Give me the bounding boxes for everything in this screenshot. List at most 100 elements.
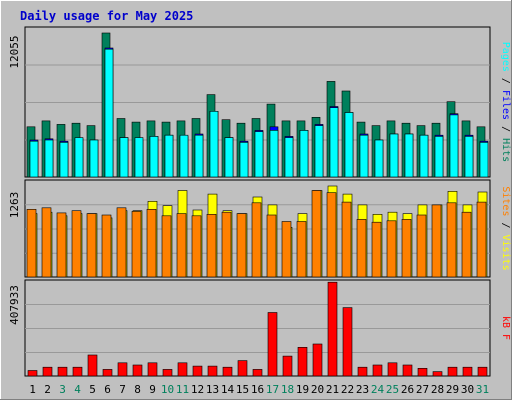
x-tick-label: 17: [266, 383, 279, 396]
bar-sites-day-21: [326, 192, 337, 278]
bar-pages-day-3: [59, 142, 69, 178]
bar-pages-day-7: [119, 137, 129, 178]
bar-kb-f-day-15: [237, 360, 248, 377]
x-tick-label: 18: [281, 383, 294, 396]
bar-kb-f-day-18: [282, 355, 293, 377]
bar-kb-f-day-12: [192, 365, 203, 377]
legend-entry: Files: [500, 90, 511, 120]
legend-entry: /: [500, 120, 511, 138]
bar-pages-day-10: [164, 134, 174, 178]
legend-entry: /: [500, 72, 511, 90]
x-tick-label: 1: [29, 383, 36, 396]
bar-sites-day-17: [266, 214, 277, 278]
bar-sites-day-20: [311, 190, 322, 278]
x-tick-label: 9: [149, 383, 156, 396]
bar-sites-day-16: [251, 202, 262, 278]
legend-top: Pages / Files / Hits: [500, 42, 511, 162]
bar-sites-day-5: [86, 213, 97, 278]
y-max-label: 407933: [8, 285, 21, 325]
bars-bottom: [27, 281, 488, 377]
x-tick-label: 22: [341, 383, 354, 396]
bar-sites-day-10: [161, 215, 172, 278]
bar-kb-f-day-1: [27, 370, 38, 377]
bar-kb-f-day-7: [117, 362, 128, 377]
x-tick-label: 5: [89, 383, 96, 396]
bar-sites-day-23: [356, 219, 367, 278]
bar-kb-f-day-3: [57, 366, 68, 377]
bar-pages-day-4: [74, 137, 84, 178]
bar-pages-day-12: [194, 134, 204, 178]
x-tick-label: 28: [431, 383, 444, 396]
bar-kb-f-day-29: [447, 366, 458, 377]
bar-sites-day-24: [371, 221, 382, 278]
bar-kb-f-day-10: [162, 369, 173, 377]
x-tick-label: 31: [476, 383, 489, 396]
bar-pages-day-25: [389, 133, 399, 178]
x-tick-label: 6: [104, 383, 111, 396]
x-tick-label: 23: [356, 383, 369, 396]
legend-entry: Hits: [500, 138, 511, 162]
x-tick-label: 21: [326, 383, 339, 396]
bar-pages-day-1: [29, 140, 39, 178]
bar-sites-day-3: [56, 212, 67, 278]
bar-pages-day-27: [419, 134, 429, 178]
bar-pages-day-28: [434, 136, 444, 178]
bar-pages-day-2: [44, 139, 54, 178]
x-tick-label: 13: [206, 383, 219, 396]
bar-sites-day-9: [146, 209, 157, 278]
y-max-label: 1263: [8, 192, 21, 219]
y-max-label: 12055: [8, 35, 21, 68]
bar-pages-day-11: [179, 134, 189, 178]
panel-middle: 1263 Sites / Visits: [8, 179, 511, 278]
x-tick-label: 24: [371, 383, 385, 396]
x-tick-label: 8: [134, 383, 141, 396]
bar-kb-f-day-20: [312, 343, 323, 377]
legend-entry: Visits: [500, 235, 511, 271]
bar-kb-f-day-5: [87, 354, 98, 377]
bar-sites-day-14: [221, 211, 232, 278]
legend-entry: kB F: [500, 316, 511, 340]
legend-entry: Sites: [500, 186, 511, 216]
bar-pages-day-19: [299, 130, 309, 178]
bar-kb-f-day-11: [177, 362, 188, 377]
bar-pages-day-18: [284, 137, 294, 178]
bar-kb-f-day-9: [147, 362, 158, 377]
bar-kb-f-day-22: [342, 307, 353, 377]
bar-kb-f-day-6: [102, 369, 113, 377]
legend-entry: Pages: [500, 42, 511, 72]
chart-panels: 12055 Pages / Files / Hits 1263 Sites / Vis…: [8, 26, 511, 377]
bar-pages-day-8: [134, 137, 144, 178]
x-tick-label: 29: [446, 383, 459, 396]
bar-kb-f-day-13: [207, 365, 218, 377]
x-tick-label: 26: [401, 383, 414, 396]
bar-pages-day-21: [329, 107, 339, 178]
bar-pages-day-14: [224, 137, 234, 178]
x-tick-label: 14: [221, 383, 235, 396]
x-tick-label: 3: [59, 383, 66, 396]
bar-sites-day-1: [26, 209, 37, 278]
bar-pages-day-22: [344, 112, 354, 178]
bar-sites-day-25: [386, 220, 397, 278]
bar-kb-f-day-26: [402, 364, 413, 377]
bar-kb-f-day-30: [462, 366, 473, 377]
bar-sites-day-8: [131, 211, 142, 278]
bar-sites-day-15: [236, 213, 247, 278]
x-tick-label: 11: [176, 383, 189, 396]
bar-pages-day-29: [449, 114, 459, 178]
bar-sites-day-30: [461, 211, 472, 278]
bar-kb-f-day-8: [132, 364, 143, 377]
bar-pages-day-20: [314, 125, 324, 178]
bar-kb-f-day-16: [252, 369, 263, 377]
bar-kb-f-day-28: [432, 371, 443, 377]
bar-kb-f-day-19: [297, 346, 308, 377]
bar-pages-day-31: [479, 142, 489, 178]
x-tick-label: 30: [461, 383, 474, 396]
bar-pages-day-30: [464, 136, 474, 178]
bar-kb-f-day-2: [42, 366, 53, 377]
x-tick-label: 2: [44, 383, 51, 396]
bar-pages-day-9: [149, 136, 159, 178]
chart-title: Daily usage for May 2025: [20, 9, 193, 23]
x-tick-label: 25: [386, 383, 399, 396]
bar-kb-f-day-17: [267, 312, 278, 377]
bar-pages-day-6: [104, 48, 114, 178]
